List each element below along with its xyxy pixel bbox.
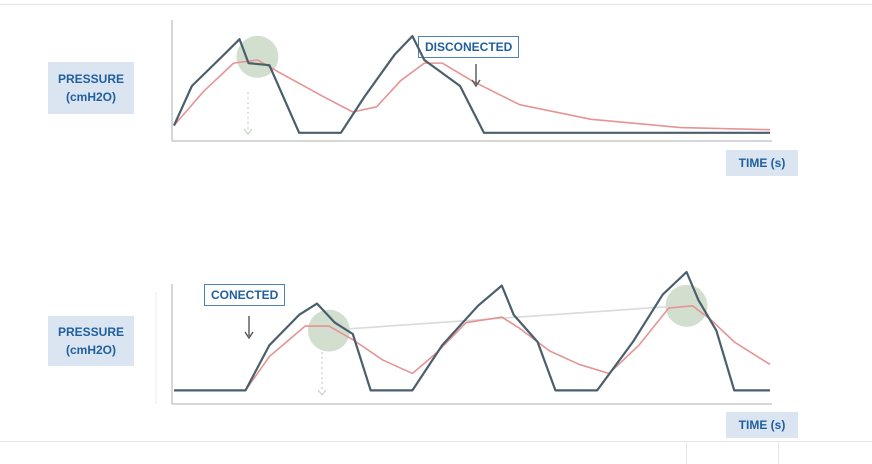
chart1-ylabel: PRESSURE (cmH2O) — [48, 62, 134, 114]
bottom-divider-tick — [778, 441, 779, 464]
chart2-ylabel: PRESSURE (cmH2O) — [48, 316, 134, 366]
chart2-series-1 — [174, 270, 770, 392]
bottom-divider-tick — [686, 441, 687, 464]
chart1-drop-chevron-icon — [243, 128, 253, 135]
chart2-xlabel: TIME (s) — [726, 412, 798, 438]
chart2-ylabel-line1: PRESSURE — [57, 325, 125, 339]
chart1-arrowhead-icon — [471, 79, 481, 88]
chart2-series-3 — [322, 305, 681, 332]
chart1-ylabel-line2: (cmH2O) — [65, 90, 116, 104]
chart2-arrowhead-icon — [244, 331, 254, 340]
chart1-ylabel-line1: PRESSURE — [57, 72, 125, 86]
bottom-divider — [0, 441, 872, 442]
chart2-series-2 — [174, 305, 771, 392]
chart2-annotation: CONECTED — [204, 284, 286, 306]
chart2-drop-chevron-icon — [317, 389, 327, 396]
chart1-series-1 — [172, 34, 770, 134]
top-divider — [0, 4, 872, 5]
chart1-xlabel: TIME (s) — [726, 150, 798, 176]
chart1-highlight-1 — [236, 35, 279, 78]
chart2-ylabel-line2: (cmH2O) — [65, 343, 116, 357]
chart1-series-2 — [173, 59, 771, 131]
chart1-annotation: DISCONECTED — [418, 36, 520, 58]
